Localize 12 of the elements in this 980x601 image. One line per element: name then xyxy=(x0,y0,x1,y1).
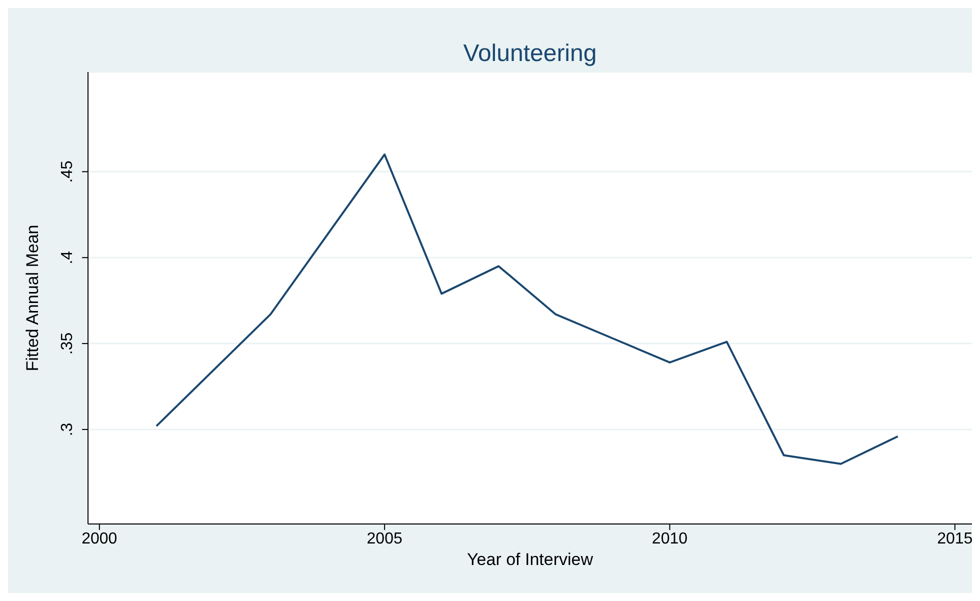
chart-title: Volunteering xyxy=(462,40,598,68)
x-axis-title: Year of Interview xyxy=(467,550,594,569)
y-tick-label: .4 xyxy=(59,250,76,264)
x-tick-label: 2015 xyxy=(937,530,973,548)
y-axis-title: Fitted Annual Mean xyxy=(23,224,42,372)
y-tick-label: .35 xyxy=(59,332,76,355)
x-tick-label: 2005 xyxy=(366,530,402,548)
y-tick-label: .3 xyxy=(59,422,76,436)
line-series xyxy=(155,153,899,465)
x-tick-label: 2010 xyxy=(652,530,688,548)
x-tick-label: 2000 xyxy=(82,530,118,548)
y-tick-label: .45 xyxy=(59,160,76,183)
